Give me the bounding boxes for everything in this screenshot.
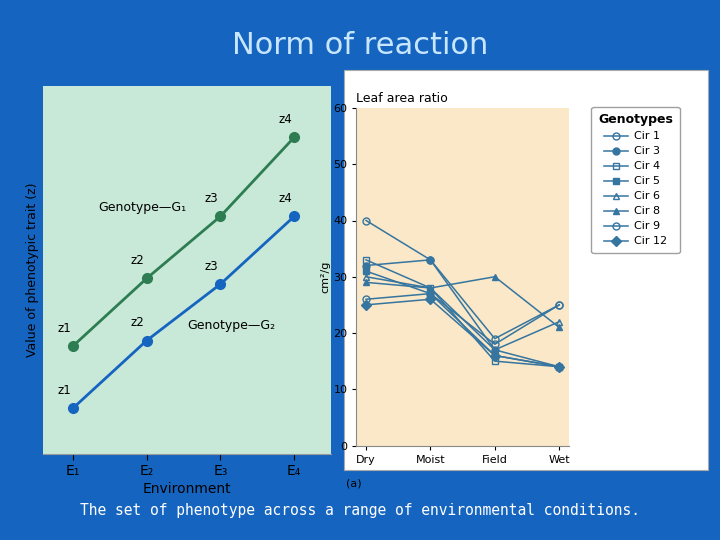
Cir 4 xyxy=(361,256,370,263)
Cir 4 xyxy=(426,285,435,291)
Cir 9 xyxy=(361,296,370,302)
Cir 1 xyxy=(490,335,499,342)
Cir 12 xyxy=(426,296,435,302)
Line: Cir 3: Cir 3 xyxy=(363,256,562,370)
X-axis label: Environment: Environment xyxy=(143,482,232,496)
Line: Cir 8: Cir 8 xyxy=(363,273,562,331)
Line: Cir 12: Cir 12 xyxy=(363,296,562,370)
Text: z3: z3 xyxy=(204,260,218,273)
Text: z4: z4 xyxy=(279,192,292,205)
Y-axis label: Value of phenotypic trait (z): Value of phenotypic trait (z) xyxy=(26,183,39,357)
Cir 4 xyxy=(555,363,564,370)
Cir 6 xyxy=(490,347,499,353)
Cir 1 xyxy=(426,256,435,263)
Line: Cir 9: Cir 9 xyxy=(363,290,562,348)
Cir 3 xyxy=(361,262,370,269)
Text: z1: z1 xyxy=(57,384,71,397)
Cir 9 xyxy=(426,291,435,297)
Cir 6 xyxy=(426,285,435,291)
Cir 8 xyxy=(426,285,435,291)
Cir 6 xyxy=(361,273,370,280)
Text: z4: z4 xyxy=(279,113,292,126)
Text: Genotype—G₁: Genotype—G₁ xyxy=(99,201,186,214)
Cir 5 xyxy=(361,268,370,274)
Legend: Cir 1, Cir 3, Cir 4, Cir 5, Cir 6, Cir 8, Cir 9, Cir 12: Cir 1, Cir 3, Cir 4, Cir 5, Cir 6, Cir 8… xyxy=(591,107,680,253)
Cir 1 xyxy=(555,302,564,308)
Cir 9 xyxy=(555,302,564,308)
Cir 9 xyxy=(490,341,499,348)
Cir 8 xyxy=(490,273,499,280)
Text: z2: z2 xyxy=(131,316,145,329)
Cir 5 xyxy=(490,352,499,359)
Text: Norm of reaction: Norm of reaction xyxy=(232,31,488,60)
Cir 3 xyxy=(490,347,499,353)
Y-axis label: cm²/g: cm²/g xyxy=(320,261,330,293)
Text: z1: z1 xyxy=(57,322,71,335)
Cir 12 xyxy=(555,363,564,370)
Cir 5 xyxy=(555,363,564,370)
Text: z2: z2 xyxy=(131,254,145,267)
Cir 12 xyxy=(361,302,370,308)
Cir 12 xyxy=(490,352,499,359)
Text: The set of phenotype across a range of environmental conditions.: The set of phenotype across a range of e… xyxy=(80,503,640,518)
Text: z3: z3 xyxy=(204,192,218,205)
Cir 6 xyxy=(555,319,564,325)
Text: (a): (a) xyxy=(346,478,361,488)
Cir 4 xyxy=(490,358,499,365)
Cir 3 xyxy=(426,256,435,263)
Line: Cir 4: Cir 4 xyxy=(363,256,562,370)
Line: Cir 1: Cir 1 xyxy=(363,217,562,342)
Text: Genotype—G₂: Genotype—G₂ xyxy=(187,319,275,332)
Cir 5 xyxy=(426,291,435,297)
Line: Cir 5: Cir 5 xyxy=(363,268,562,370)
Cir 8 xyxy=(361,279,370,286)
Cir 3 xyxy=(555,363,564,370)
Cir 1 xyxy=(361,217,370,224)
Cir 8 xyxy=(555,324,564,330)
Text: Leaf area ratio: Leaf area ratio xyxy=(356,92,448,105)
Line: Cir 6: Cir 6 xyxy=(363,273,562,353)
